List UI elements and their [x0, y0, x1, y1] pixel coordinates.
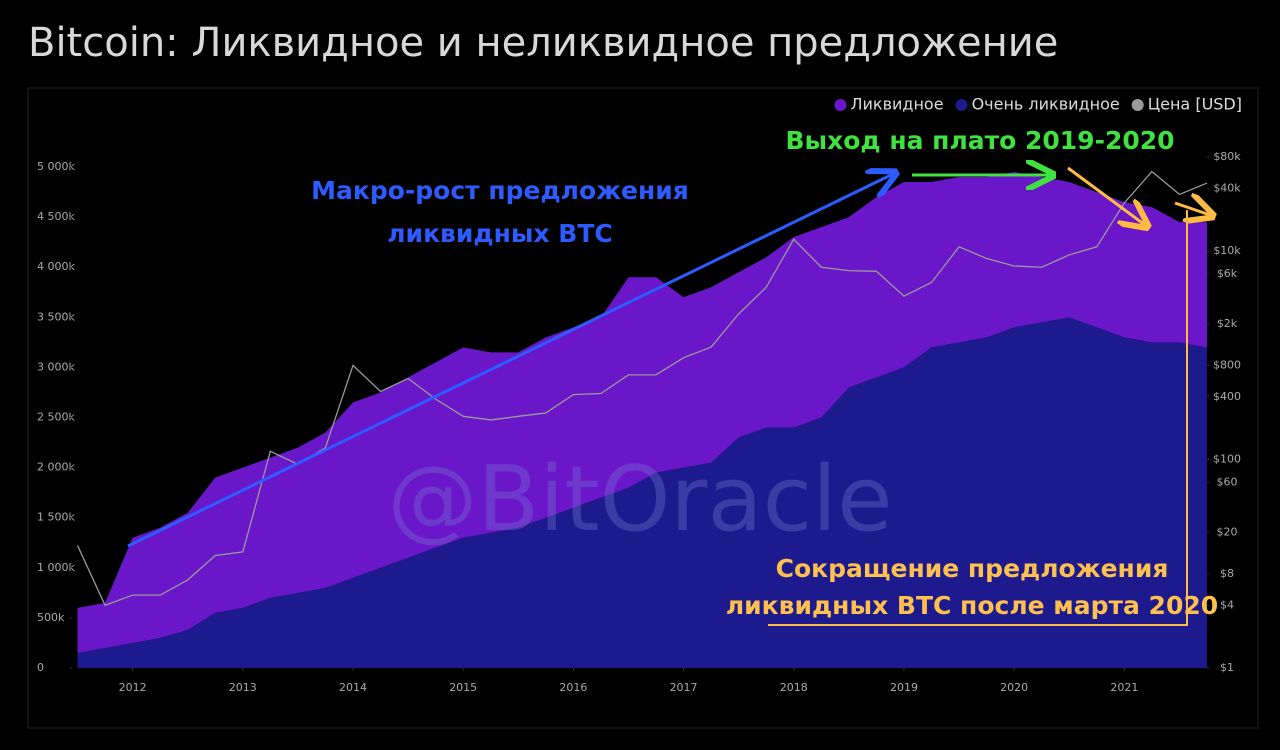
y-tick-label: 5 000k: [37, 160, 75, 173]
x-tick-label: 2015: [449, 681, 477, 694]
price-line: [76, 170, 1208, 607]
y-tick-label: 4 000k: [37, 260, 75, 273]
x-tick-label: 2019: [890, 681, 918, 694]
annotation: Сокращение предложения: [776, 554, 1169, 583]
y2-tick-label: $8: [1220, 567, 1234, 580]
y2-tick-label: $2k: [1217, 317, 1238, 330]
watermark: @BitOracle: [388, 447, 893, 552]
y2-tick-label: $100: [1213, 453, 1241, 466]
x-tick-label: 2017: [670, 681, 698, 694]
area: [77, 172, 1207, 653]
annotation: ликвидных BTC: [387, 219, 613, 248]
y-tick-label: 3 500k: [37, 310, 75, 323]
y-tick-label: 3 000k: [37, 360, 75, 373]
y-tick-label: 2 000k: [37, 461, 75, 474]
x-tick-label: 2018: [780, 681, 808, 694]
y-tick-label: 500k: [37, 611, 65, 624]
legend-label: Ликвидное: [850, 95, 943, 114]
x-tick-label: 2021: [1110, 681, 1138, 694]
legend-swatch: [955, 99, 968, 111]
arrow: [1174, 203, 1210, 215]
y2-tick-label: $6k: [1217, 267, 1238, 280]
annotation: Макро-рост предложения: [311, 176, 689, 205]
y2-tick-label: $60: [1217, 476, 1238, 489]
title: Bitcoin: Ликвидное и неликвидное предлож…: [28, 20, 1058, 66]
area: [77, 317, 1207, 668]
y-tick-label: 0: [37, 661, 44, 674]
x-tick-label: 2012: [119, 681, 147, 694]
y-tick-label: 2 500k: [37, 411, 75, 424]
y2-tick-label: $10k: [1213, 244, 1241, 257]
x-tick-label: 2020: [1000, 681, 1028, 694]
y2-tick-label: $800: [1213, 358, 1241, 371]
x-tick-label: 2014: [339, 681, 367, 694]
y2-tick-label: $80k: [1213, 150, 1241, 163]
y2-tick-label: $40k: [1213, 181, 1241, 194]
legend-label: Цена [USD]: [1148, 95, 1242, 114]
y2-tick-label: $4: [1220, 598, 1234, 611]
legend-label: Очень ликвидное: [972, 95, 1120, 114]
x-tick-label: 2016: [559, 681, 587, 694]
y2-tick-label: $20: [1217, 525, 1238, 538]
arrow: [127, 174, 893, 548]
y2-tick-label: $400: [1213, 390, 1241, 403]
y-tick-label: 4 500k: [37, 210, 75, 223]
legend-swatch: [1131, 99, 1144, 111]
y-tick-label: 1 500k: [37, 511, 75, 524]
y2-tick-label: $1: [1220, 661, 1234, 674]
y-tick-label: 1 000k: [37, 561, 75, 574]
bracket: [768, 210, 1188, 626]
arrow: [1067, 166, 1145, 225]
legend-swatch: [834, 99, 847, 111]
x-tick-label: 2013: [229, 681, 257, 694]
annotation: ликвидных BTC после марта 2020: [726, 591, 1218, 620]
annotation: Выход на плато 2019-2020: [785, 126, 1174, 155]
